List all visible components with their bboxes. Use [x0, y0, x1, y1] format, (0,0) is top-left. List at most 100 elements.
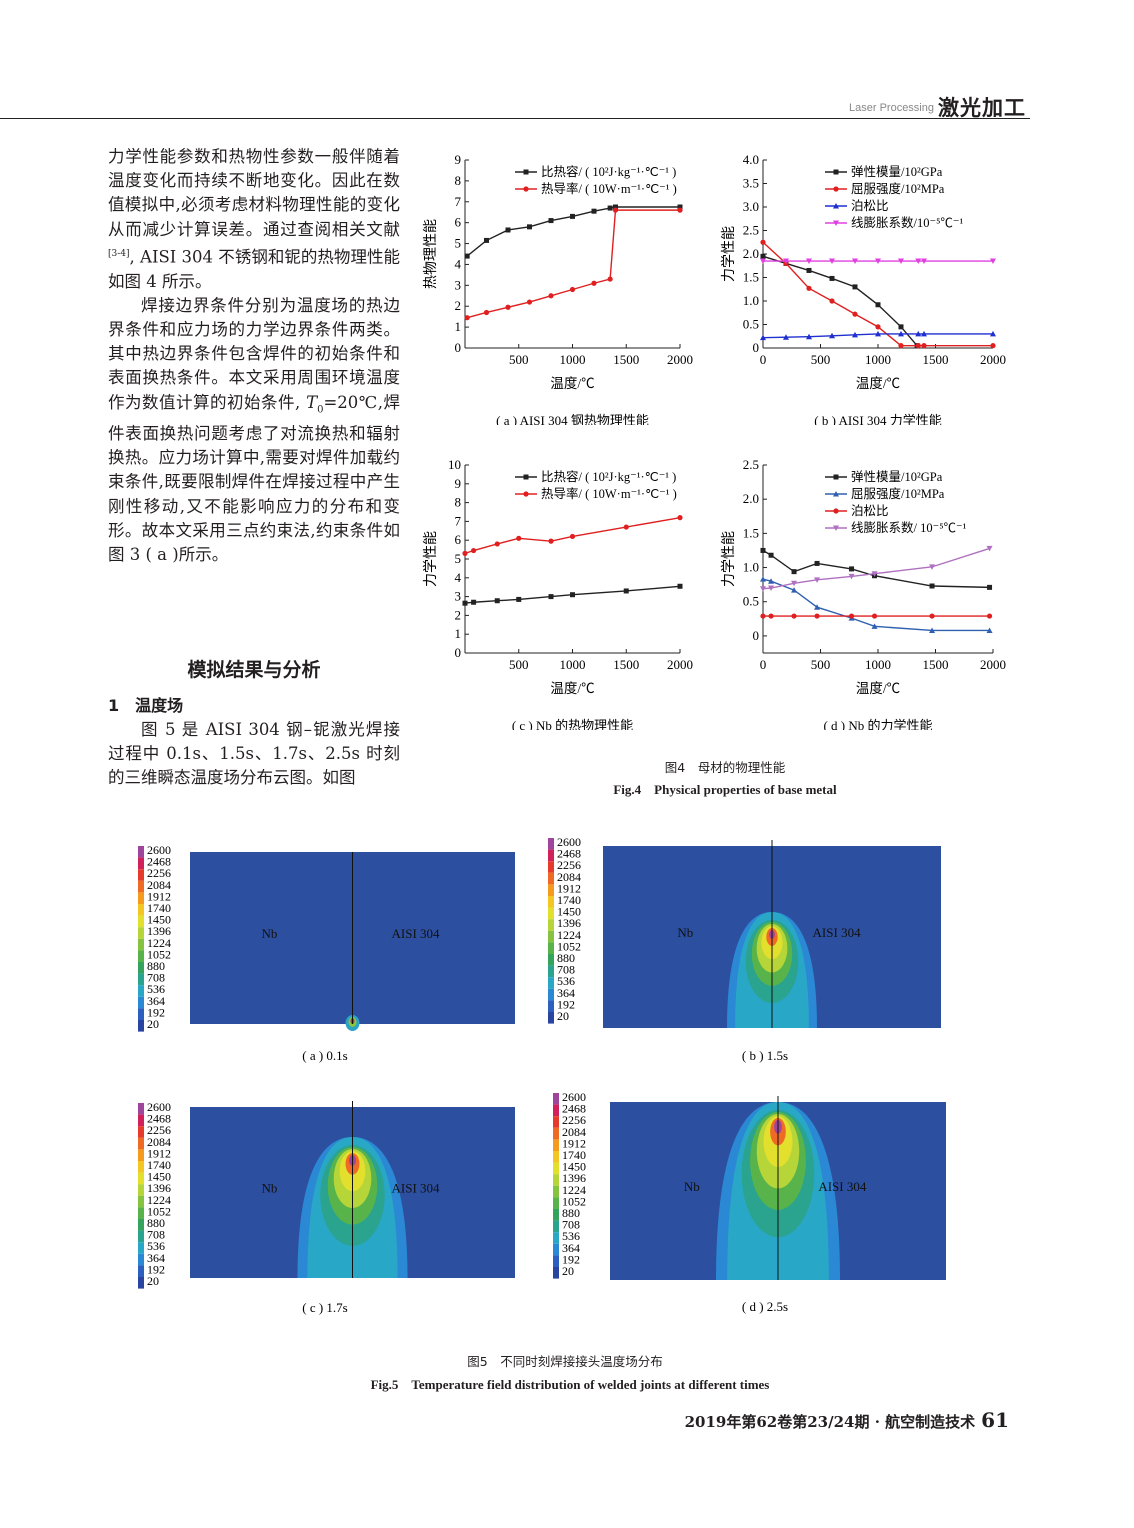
data-point	[986, 545, 993, 552]
data-point	[833, 186, 839, 192]
series-0	[462, 583, 683, 606]
legend-swatch	[548, 988, 554, 1001]
y-tick-label: 1.0	[743, 560, 759, 575]
series-1	[464, 207, 683, 321]
legend-value: 1224	[147, 1193, 171, 1207]
legend-swatch	[138, 1008, 144, 1020]
temperature-field-panel-b: 2600246822562084191217401450139612241052…	[548, 835, 941, 1063]
legend-swatch	[138, 915, 144, 928]
data-point	[990, 343, 996, 349]
data-point	[591, 208, 597, 214]
subsection-title: 1 温度场	[108, 696, 184, 715]
data-point	[829, 298, 835, 304]
data-point	[677, 583, 683, 589]
legend-value: 364	[557, 986, 575, 1000]
data-point	[791, 580, 798, 587]
legend-swatch	[548, 965, 554, 978]
legend-value: 2600	[562, 1090, 586, 1104]
y-tick-label: 0	[455, 645, 462, 660]
legend-value: 20	[147, 1274, 159, 1288]
legend-swatch	[138, 892, 144, 904]
legend-swatch	[553, 1151, 559, 1163]
data-point	[760, 586, 766, 592]
legend-value: 1052	[562, 1194, 586, 1208]
legend-value: 2084	[147, 1135, 171, 1149]
data-point	[814, 577, 821, 583]
y-tick-label: 6	[455, 532, 462, 547]
variable-T: T	[306, 392, 318, 412]
y-tick-label: 8	[455, 495, 462, 510]
series-0	[760, 547, 993, 590]
y-tick-label: 0	[753, 628, 760, 643]
x-tick-label: 0	[760, 352, 767, 367]
legend-swatch	[138, 1253, 144, 1266]
data-point	[814, 604, 821, 610]
legend-value: 1912	[147, 1146, 171, 1160]
y-axis-label: 力学性能	[423, 531, 439, 587]
data-point	[833, 169, 839, 175]
data-point	[548, 218, 554, 224]
data-point	[875, 330, 881, 337]
legend-value: 364	[562, 1241, 580, 1255]
data-point	[871, 623, 878, 629]
legend-value: 1052	[147, 947, 171, 961]
data-point	[921, 258, 927, 265]
legend-value: 192	[147, 1005, 165, 1019]
x-axis-label: 温度/℃	[856, 681, 900, 696]
x-tick-label: 0	[760, 657, 767, 672]
legend-value: 2468	[147, 1112, 171, 1126]
legend-value: 1740	[562, 1148, 586, 1162]
legend-swatch	[138, 904, 144, 916]
data-point	[783, 334, 789, 340]
chart-caption: ( d ) Nb 的力学性能	[823, 718, 932, 730]
data-point	[848, 573, 855, 580]
data-point	[548, 594, 554, 600]
data-point	[833, 525, 839, 531]
paragraph-1-text: 力学性能参数和热物性参数一般伴随着温度变化而持续不断地变化。因此在数值模拟中,必…	[108, 147, 400, 239]
legend-value: 192	[557, 997, 575, 1011]
data-point	[623, 524, 629, 530]
data-point	[852, 284, 858, 290]
x-tick-label: 500	[811, 657, 831, 672]
panel-caption: ( a ) 0.1s	[302, 1048, 348, 1063]
data-point	[898, 258, 904, 265]
data-point	[929, 627, 936, 633]
data-point	[623, 588, 629, 594]
data-point	[760, 576, 766, 582]
data-point	[494, 541, 500, 547]
legend-value: 1052	[147, 1204, 171, 1218]
legend-label: 线膨胀系数/ 10⁻⁵℃⁻¹	[851, 520, 967, 535]
legend-swatch	[553, 1220, 559, 1233]
legend-value: 1740	[557, 893, 581, 907]
legend-value: 2256	[562, 1113, 586, 1127]
legend-value: 2256	[147, 866, 171, 880]
legend-swatch	[138, 857, 144, 870]
data-point	[791, 587, 798, 593]
legend-value: 536	[557, 974, 575, 988]
legend-value: 2468	[557, 847, 581, 861]
data-point	[523, 186, 529, 192]
data-point	[591, 280, 597, 286]
data-point	[990, 330, 996, 337]
data-point	[921, 343, 927, 349]
data-point	[871, 571, 878, 577]
label-aisi304: AISI 304	[813, 925, 862, 940]
series-3	[760, 545, 993, 592]
legend-value: 708	[557, 963, 575, 977]
panel-caption: ( c ) 1.7s	[302, 1300, 348, 1315]
legend-swatch	[553, 1185, 559, 1198]
legend-value: 1912	[147, 889, 171, 903]
data-point	[523, 474, 529, 480]
legend-swatch	[138, 938, 144, 951]
legend-value: 1740	[147, 901, 171, 915]
data-point	[464, 253, 470, 259]
legend-swatch	[138, 973, 144, 986]
legend-value: 2600	[147, 843, 171, 857]
legend-value: 536	[147, 982, 165, 996]
legend-label: 比热容/ ( 10²J·kg⁻¹·℃⁻¹ )	[541, 469, 676, 484]
legend-value: 1396	[557, 916, 581, 930]
running-header-section: 激光加工	[938, 95, 1026, 120]
data-point	[990, 258, 996, 265]
data-point	[523, 491, 529, 497]
legend-swatch	[138, 927, 144, 939]
